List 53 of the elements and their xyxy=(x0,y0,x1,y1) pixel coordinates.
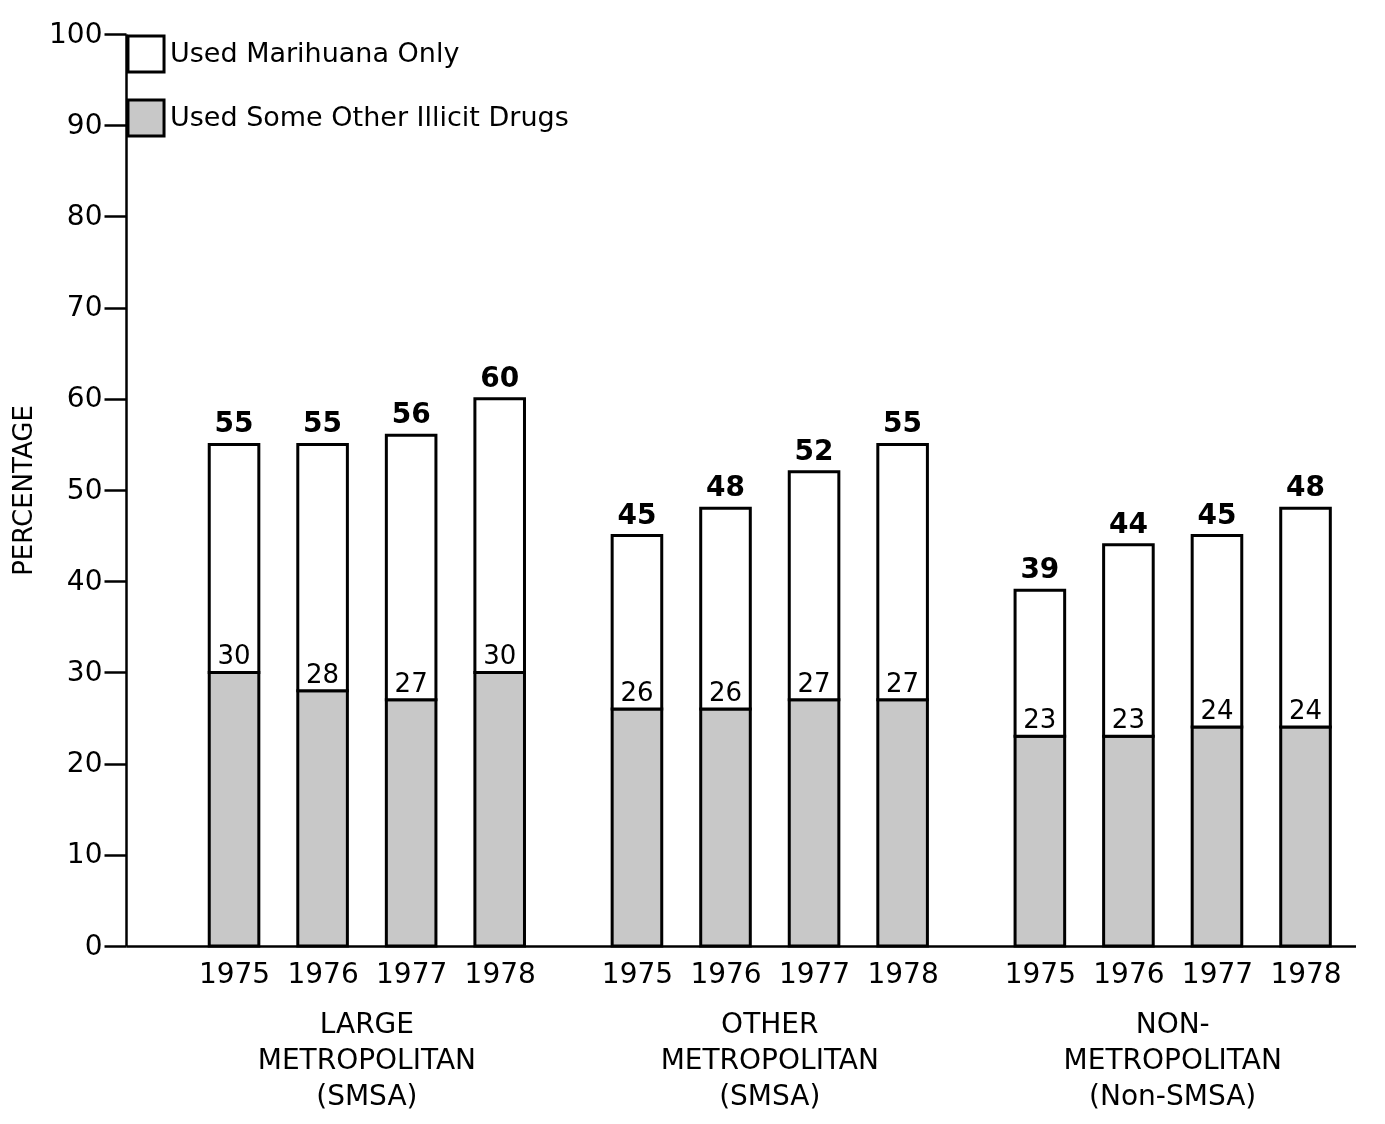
x-tick-label: 1976 xyxy=(1093,956,1165,990)
total-label: 55 xyxy=(214,406,254,440)
x-tick-label: 1978 xyxy=(1270,956,1342,990)
data-label: 27 xyxy=(394,667,428,698)
y-tick-label: 40 xyxy=(66,563,103,597)
y-tick-label: 30 xyxy=(66,654,103,688)
y-tick-label: 80 xyxy=(66,198,103,232)
data-label: 28 xyxy=(306,658,340,689)
text: NON- METROPOLITAN (Non-SMSA) xyxy=(1063,1007,1282,1112)
text: OTHER METROPOLITAN (SMSA) xyxy=(660,1007,879,1112)
y-tick-label: 100 xyxy=(49,16,103,50)
x-tick-label: 1975 xyxy=(601,956,674,990)
data-label: 24 xyxy=(1200,695,1234,726)
x-tick-label: 1977 xyxy=(778,956,851,990)
data-label: 23 xyxy=(1111,704,1145,735)
y-axis-title: PERCENTAGE xyxy=(8,405,39,576)
y-tick-label: 90 xyxy=(66,107,103,141)
data-label: 26 xyxy=(620,676,654,707)
total-label: 48 xyxy=(1286,470,1326,504)
x-tick-label: 1975 xyxy=(198,956,271,990)
total-label: 55 xyxy=(303,406,343,440)
data-label: 26 xyxy=(708,676,743,707)
total-label: 45 xyxy=(1197,497,1237,531)
data-label: 30 xyxy=(483,640,517,671)
total-label: 55 xyxy=(883,406,923,440)
legend-label: Used Marihuana Only xyxy=(170,37,460,68)
data-label: 30 xyxy=(217,640,251,671)
y-tick-label: 0 xyxy=(84,928,103,962)
y-tick-label: 10 xyxy=(66,837,103,871)
x-tick-label: 1978 xyxy=(464,956,536,990)
total-label: 52 xyxy=(794,433,834,467)
total-label: 48 xyxy=(706,470,745,504)
data-label: 27 xyxy=(797,667,831,698)
x-tick-label: 1977 xyxy=(1181,956,1254,990)
total-label: 39 xyxy=(1020,552,1060,586)
data-label: 27 xyxy=(886,667,920,698)
y-tick-label: 70 xyxy=(66,290,103,324)
total-label: 45 xyxy=(617,497,657,531)
x-tick-label: 1976 xyxy=(690,956,762,990)
x-tick-label: 1975 xyxy=(1004,956,1076,990)
total-label: 56 xyxy=(391,397,431,431)
x-tick-label: 1976 xyxy=(287,956,359,990)
data-label: 23 xyxy=(1023,704,1057,735)
data-label: 24 xyxy=(1288,695,1323,726)
y-tick-label: 50 xyxy=(66,472,103,506)
total-label: 60 xyxy=(480,360,520,394)
x-tick-label: 1977 xyxy=(376,956,448,990)
legend-label: Used Some Other Illicit Drugs xyxy=(170,101,569,132)
y-tick-label: 20 xyxy=(66,746,103,780)
text: LARGE METROPOLITAN (SMSA) xyxy=(257,1007,476,1112)
x-tick-label: 1978 xyxy=(867,956,939,990)
total-label: 44 xyxy=(1108,506,1148,540)
y-tick-label: 60 xyxy=(66,381,103,415)
